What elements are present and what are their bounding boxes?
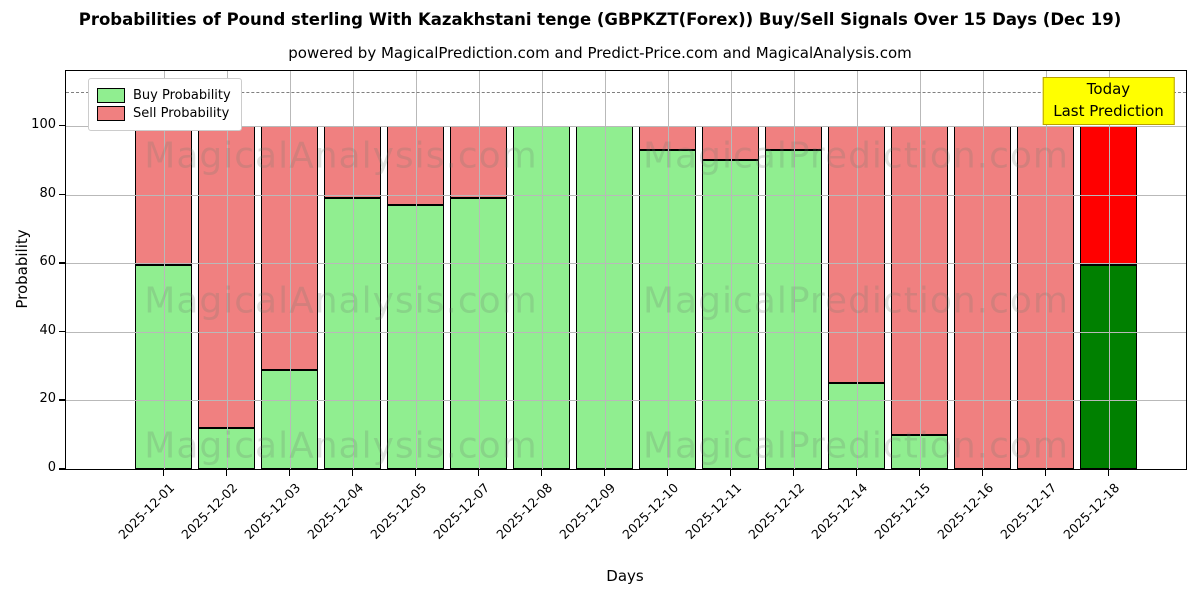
x-tick-label: 2025-12-12 <box>745 480 808 542</box>
legend: Buy Probability Sell Probability <box>88 78 242 131</box>
y-tick-mark <box>59 399 65 401</box>
gridline-vertical <box>1108 71 1110 469</box>
today-annotation: Today Last Prediction <box>1042 77 1175 125</box>
y-tick-mark <box>59 193 65 196</box>
y-tick-label: 80 <box>39 185 56 201</box>
gridline-vertical <box>415 71 417 469</box>
gridline-vertical <box>982 71 984 469</box>
gridline-vertical <box>289 71 291 469</box>
gridline-vertical <box>730 71 732 469</box>
today-annotation-line1: Today <box>1086 80 1131 98</box>
gridline-vertical <box>163 71 165 469</box>
x-tick-mark <box>792 470 794 476</box>
y-tick-label: 20 <box>39 391 56 407</box>
legend-label-buy: Buy Probability <box>133 88 231 103</box>
plot-area: Buy Probability Sell Probability Today L… <box>65 70 1187 470</box>
y-tick-mark <box>59 330 65 333</box>
y-tick-label: 60 <box>39 254 56 270</box>
x-tick-mark <box>288 470 290 476</box>
gridline-vertical <box>667 71 669 469</box>
x-tick-mark <box>225 470 227 476</box>
x-tick-mark <box>477 470 479 476</box>
gridline-vertical <box>226 71 228 469</box>
x-tick-mark <box>918 470 920 476</box>
x-tick-label: 2025-12-02 <box>178 480 241 542</box>
x-tick-label: 2025-12-17 <box>997 480 1060 542</box>
watermark-text: MagicalPrediction.com <box>643 425 1069 467</box>
gridline-horizontal <box>66 125 1186 127</box>
threshold-dashed-line <box>66 91 1186 93</box>
x-tick-label: 2025-12-03 <box>241 480 304 542</box>
x-tick-mark <box>666 470 668 476</box>
gridline-vertical <box>478 71 480 469</box>
gridline-vertical <box>1045 71 1047 469</box>
watermark-text: MagicalAnalysis.com <box>144 425 538 467</box>
sell-swatch <box>97 106 125 121</box>
x-tick-mark <box>351 470 353 476</box>
watermark-text: MagicalPrediction.com <box>643 280 1069 322</box>
x-tick-mark <box>603 470 605 476</box>
x-tick-mark <box>540 470 542 476</box>
x-tick-label: 2025-12-15 <box>871 480 934 542</box>
chart-title: Probabilities of Pound sterling With Kaz… <box>78 10 1122 29</box>
x-tick-label: 2025-12-18 <box>1060 480 1123 542</box>
x-tick-label: 2025-12-05 <box>367 480 430 542</box>
gridline-vertical <box>541 71 543 469</box>
buy-swatch <box>97 88 125 103</box>
gridline-vertical <box>793 71 795 469</box>
x-tick-label: 2025-12-14 <box>808 480 871 542</box>
gridline-vertical <box>604 71 606 469</box>
watermark-text: MagicalPrediction.com <box>643 135 1069 177</box>
x-tick-label: 2025-12-01 <box>115 480 178 542</box>
y-tick-label: 0 <box>47 460 56 475</box>
x-tick-mark <box>162 470 164 476</box>
x-tick-label: 2025-12-16 <box>934 480 997 542</box>
x-tick-label: 2025-12-10 <box>619 480 682 542</box>
gridline-vertical <box>856 71 858 469</box>
x-tick-mark <box>855 470 857 476</box>
y-tick-mark <box>59 262 65 264</box>
x-tick-label: 2025-12-09 <box>556 480 619 542</box>
x-tick-label: 2025-12-08 <box>493 480 556 542</box>
gridline-vertical <box>352 71 354 469</box>
x-tick-label: 2025-12-07 <box>430 480 493 542</box>
watermark-text: MagicalAnalysis.com <box>144 280 538 322</box>
legend-item-sell: Sell Probability <box>97 106 231 121</box>
y-tick-mark <box>59 468 65 470</box>
x-tick-mark <box>729 470 731 476</box>
watermark-text: MagicalAnalysis.com <box>144 135 538 177</box>
x-tick-label: 2025-12-04 <box>304 480 367 542</box>
gridline-vertical <box>919 71 921 469</box>
gridline-horizontal <box>66 400 1186 402</box>
gridline-horizontal <box>66 194 1186 196</box>
legend-item-buy: Buy Probability <box>97 88 231 103</box>
x-tick-mark <box>981 470 983 476</box>
today-annotation-line2: Last Prediction <box>1053 101 1164 120</box>
gridline-horizontal <box>66 331 1186 333</box>
legend-label-sell: Sell Probability <box>133 106 230 121</box>
chart-subtitle: powered by MagicalPrediction.com and Pre… <box>288 44 912 62</box>
y-tick-mark <box>59 124 65 127</box>
x-tick-label: 2025-12-11 <box>682 480 745 542</box>
x-tick-mark <box>414 470 416 476</box>
y-tick-label: 100 <box>31 116 56 132</box>
y-tick-label: 40 <box>39 322 56 338</box>
x-axis-label: Days <box>606 567 644 585</box>
gridline-horizontal <box>66 263 1186 265</box>
x-tick-mark <box>1044 470 1046 476</box>
x-tick-mark <box>1107 470 1109 476</box>
